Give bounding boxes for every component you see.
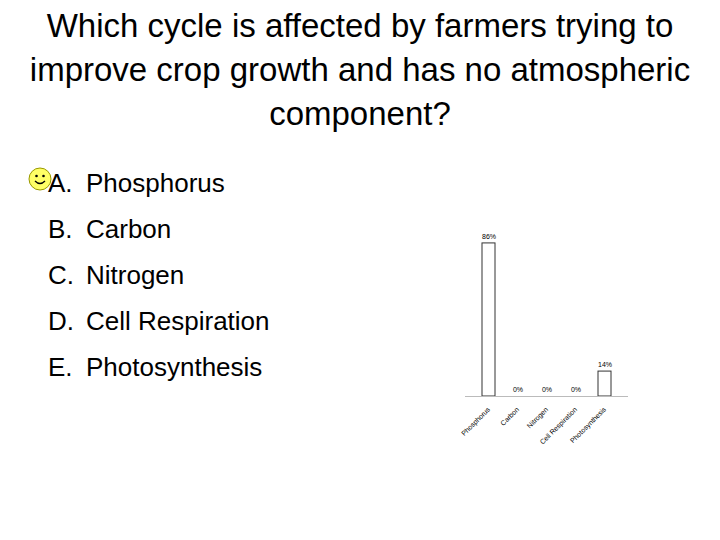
html-text:Cell Respiration: Cell Respiration: [86, 306, 270, 336]
html-text:C.: C.: [48, 260, 74, 290]
svg-text:Carbon: Carbon: [499, 406, 520, 427]
html-text:B.: B.: [48, 214, 73, 244]
svg-text:0%: 0%: [542, 386, 552, 393]
svg-text:Phosphorus: Phosphorus: [460, 405, 492, 437]
html-text:D.: D.: [48, 306, 74, 336]
svg-text:0%: 0%: [513, 386, 523, 393]
svg-text:86%: 86%: [482, 233, 496, 240]
svg-text:14%: 14%: [598, 361, 612, 368]
html-text:E.: E.: [48, 352, 73, 382]
html-text:Carbon: Carbon: [86, 214, 172, 244]
svg-text:0%: 0%: [571, 386, 581, 393]
html-text:Which cycle is affected by far: Which cycle is affected by farmers tryin…: [29, 7, 691, 132]
svg-text:Photosynthesis: Photosynthesis: [569, 405, 609, 445]
html-text:Phosphorus: Phosphorus: [86, 168, 225, 198]
svg-text:Nitrogen: Nitrogen: [526, 406, 550, 430]
html-text:Nitrogen: Nitrogen: [86, 260, 185, 290]
html-text:A.: A.: [48, 168, 73, 198]
html-text:Photosynthesis: Photosynthesis: [86, 352, 263, 382]
